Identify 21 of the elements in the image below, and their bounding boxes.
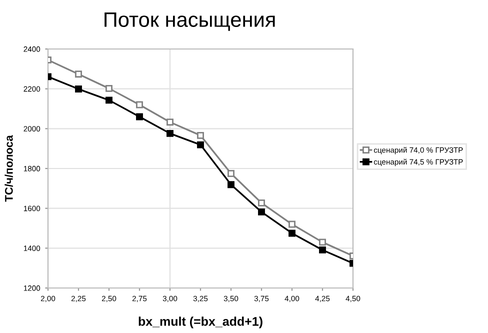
point bbox=[166, 118, 174, 126]
point bbox=[319, 238, 326, 246]
point bbox=[288, 220, 296, 228]
point bbox=[197, 132, 204, 139]
point bbox=[228, 170, 234, 177]
point bbox=[288, 230, 296, 237]
point bbox=[75, 70, 82, 78]
point bbox=[258, 208, 265, 216]
point bbox=[166, 130, 174, 137]
point bbox=[197, 141, 204, 148]
point bbox=[136, 113, 143, 120]
point bbox=[258, 199, 265, 206]
point bbox=[106, 96, 112, 104]
point bbox=[106, 84, 112, 92]
point bbox=[136, 101, 143, 108]
y-axis-title: ТС/ч/полоса bbox=[4, 135, 13, 202]
point bbox=[75, 86, 82, 93]
point bbox=[319, 246, 326, 254]
x-axis-title: bx_mult (=bx_add+1) bbox=[138, 316, 262, 328]
chart-title: Поток насыщения bbox=[104, 12, 275, 31]
point bbox=[228, 181, 234, 188]
